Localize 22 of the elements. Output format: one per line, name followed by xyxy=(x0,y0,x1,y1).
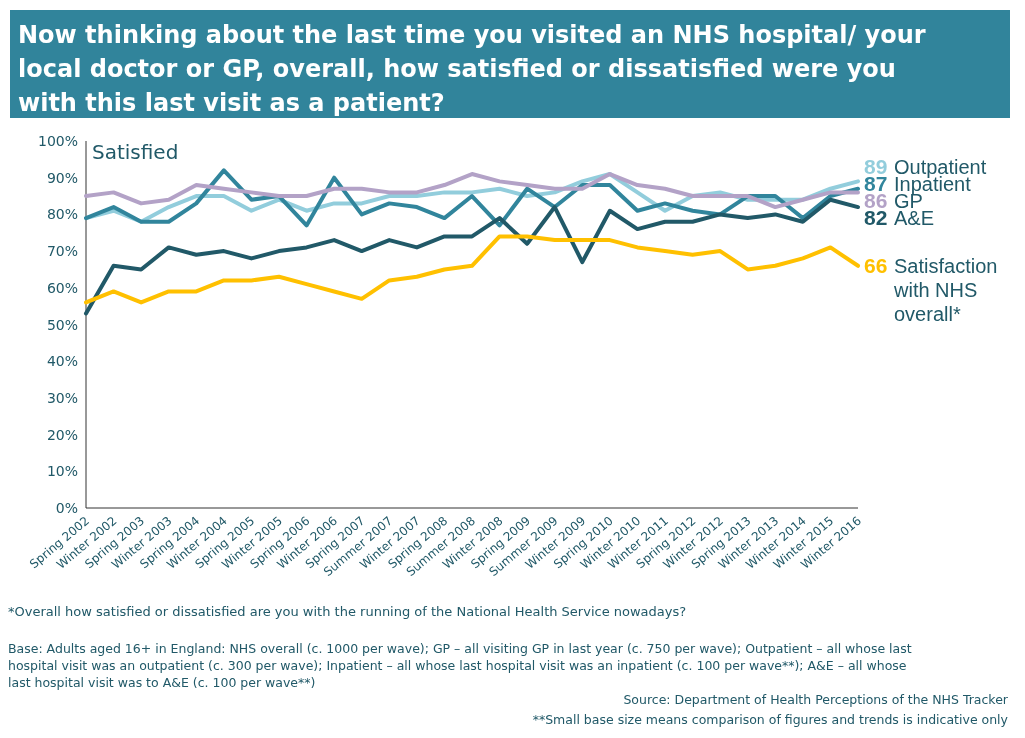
y-axis-title: Satisfied xyxy=(92,140,179,164)
line-series xyxy=(84,172,860,210)
line-series xyxy=(84,197,860,316)
y-tick-label: 10% xyxy=(46,463,78,480)
y-tick-label: 100% xyxy=(37,133,78,149)
text: *Overall how satisfied or dissatisfied are you with the running of the National Health Service nowadays? xyxy=(8,604,687,619)
text: Base: Adults aged 16+ in England: NHS overall (c. 1000 per wave); GP – all visiting GP in last year (c. 750 per wave); Outpatient – all whose last hospital visit was an outpatient (c. 300 per wave); Inpatient – all whose last hospital visit was an inpatient (c. 100 per wave**); A&E – all whose last hospital visit was to A&E (c. 100 per wave**) xyxy=(8,641,912,690)
y-tick-label: 30% xyxy=(46,389,78,406)
y-tick-label: 20% xyxy=(46,426,78,443)
chart-title: Now thinking about the last time you visited an NHS hospital/ your local doctor or GP, overall, how satisfied or dissatisfied were you with this last visit as a patient? xyxy=(18,21,926,117)
source-note: Source: Department of Health Perceptions of the NHS Tracker xyxy=(623,692,1009,707)
line-series xyxy=(84,234,860,305)
y-tick-label: 0% xyxy=(55,500,78,516)
y-tick-label: 90% xyxy=(46,169,78,186)
y-tick-label: 80% xyxy=(46,206,78,223)
data-label: 66 xyxy=(864,253,888,277)
y-tick-label: 40% xyxy=(46,353,78,370)
y-tick-label: 60% xyxy=(46,279,78,296)
y-tick-label: 70% xyxy=(46,243,78,260)
series-label: Satisfaction with NHS overall* xyxy=(893,254,998,325)
text: **Small base size means comparison of figures and trends is indicative only xyxy=(532,712,1009,727)
y-tick-label: 50% xyxy=(46,316,78,333)
